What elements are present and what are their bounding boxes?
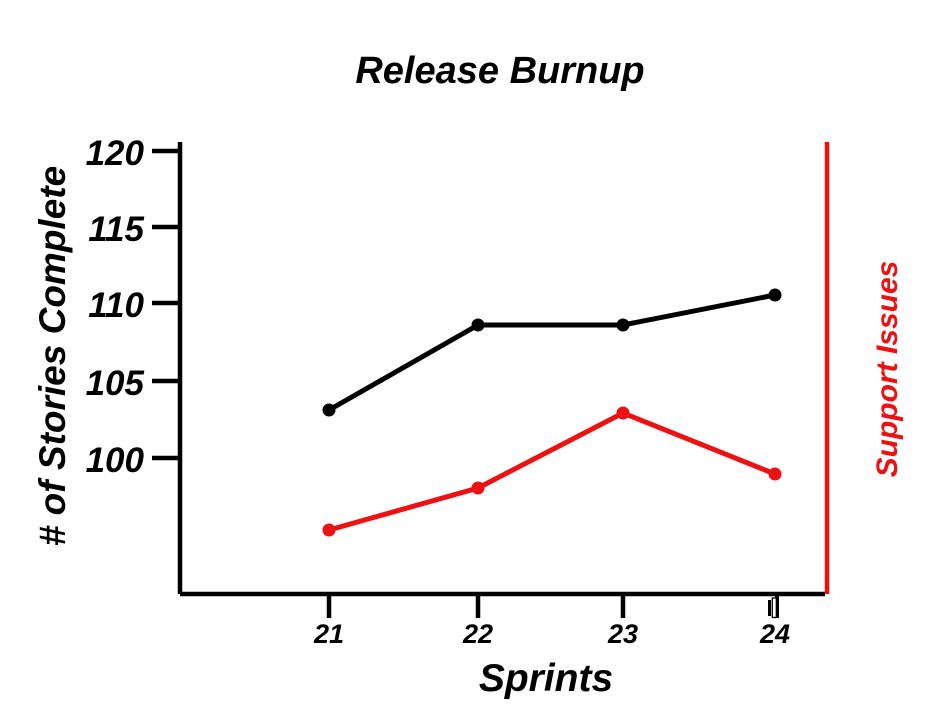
svg-text:120: 120 xyxy=(86,134,145,173)
svg-text:110: 110 xyxy=(88,286,144,325)
svg-text:100: 100 xyxy=(86,441,145,480)
svg-text:# of Stories Complete: # of Stories Complete xyxy=(32,166,73,546)
svg-text:Support Issues: Support Issues xyxy=(871,261,904,478)
svg-text:24: 24 xyxy=(759,619,790,649)
svg-text:Release Burnup: Release Burnup xyxy=(355,50,644,92)
svg-text:Sprints: Sprints xyxy=(479,657,613,700)
svg-text:105: 105 xyxy=(86,364,145,403)
svg-text:23: 23 xyxy=(607,619,638,649)
svg-text:21: 21 xyxy=(313,619,344,649)
svg-text:22: 22 xyxy=(462,619,493,649)
svg-text:115: 115 xyxy=(88,210,144,249)
